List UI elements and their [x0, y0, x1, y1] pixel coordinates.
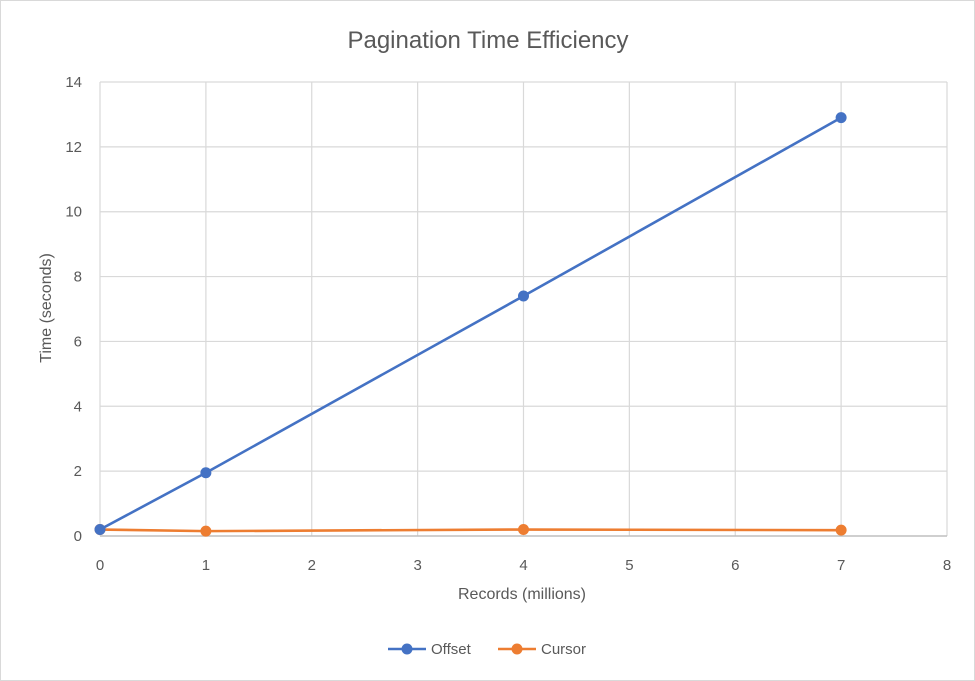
legend-label: Offset [431, 641, 472, 658]
legend-item-offset: Offset [388, 641, 472, 658]
y-tick-label: 8 [74, 269, 82, 286]
series-offset [94, 112, 847, 536]
y-tick-label: 10 [65, 204, 82, 221]
legend: Offset Cursor [388, 641, 586, 658]
legend-marker [401, 643, 413, 655]
data-point-offset [94, 524, 106, 536]
x-tick-label: 3 [413, 557, 421, 574]
data-point-cursor [518, 524, 529, 536]
data-point-cursor [200, 525, 212, 537]
data-point-offset [200, 467, 212, 479]
series-line-offset [99, 116, 842, 531]
x-tick-label: 5 [625, 557, 633, 574]
y-tick-label: 12 [65, 139, 82, 156]
y-axis-label: Time (seconds) [38, 253, 55, 363]
x-tick-label: 0 [96, 557, 104, 574]
grid [99, 81, 948, 536]
x-tick-label: 4 [519, 557, 527, 574]
series-cursor [94, 524, 847, 537]
data-point-cursor [835, 524, 847, 536]
data-point-offset [835, 112, 847, 124]
series-layer [94, 112, 847, 537]
x-axis-ticks: 0 1 2 3 4 5 6 7 8 [96, 557, 951, 574]
y-tick-label: 4 [74, 398, 82, 415]
y-axis-ticks: 0 2 4 6 8 10 12 14 [65, 74, 82, 545]
y-tick-label: 2 [74, 463, 82, 480]
y-tick-label: 14 [65, 74, 82, 91]
x-tick-label: 2 [308, 557, 316, 574]
x-tick-label: 6 [731, 557, 739, 574]
x-tick-label: 1 [202, 557, 210, 574]
chart-title: Pagination Time Efficiency [347, 27, 628, 54]
legend-label: Cursor [541, 641, 586, 658]
data-point-offset [518, 290, 529, 302]
legend-item-cursor: Cursor [498, 641, 586, 658]
y-tick-label: 0 [74, 528, 82, 545]
y-tick-label: 6 [74, 333, 82, 350]
x-tick-label: 7 [837, 557, 845, 574]
series-line-cursor [99, 528, 842, 533]
legend-marker [511, 643, 523, 655]
x-tick-label: 8 [943, 557, 951, 574]
x-axis-label: Records (millions) [458, 586, 586, 603]
